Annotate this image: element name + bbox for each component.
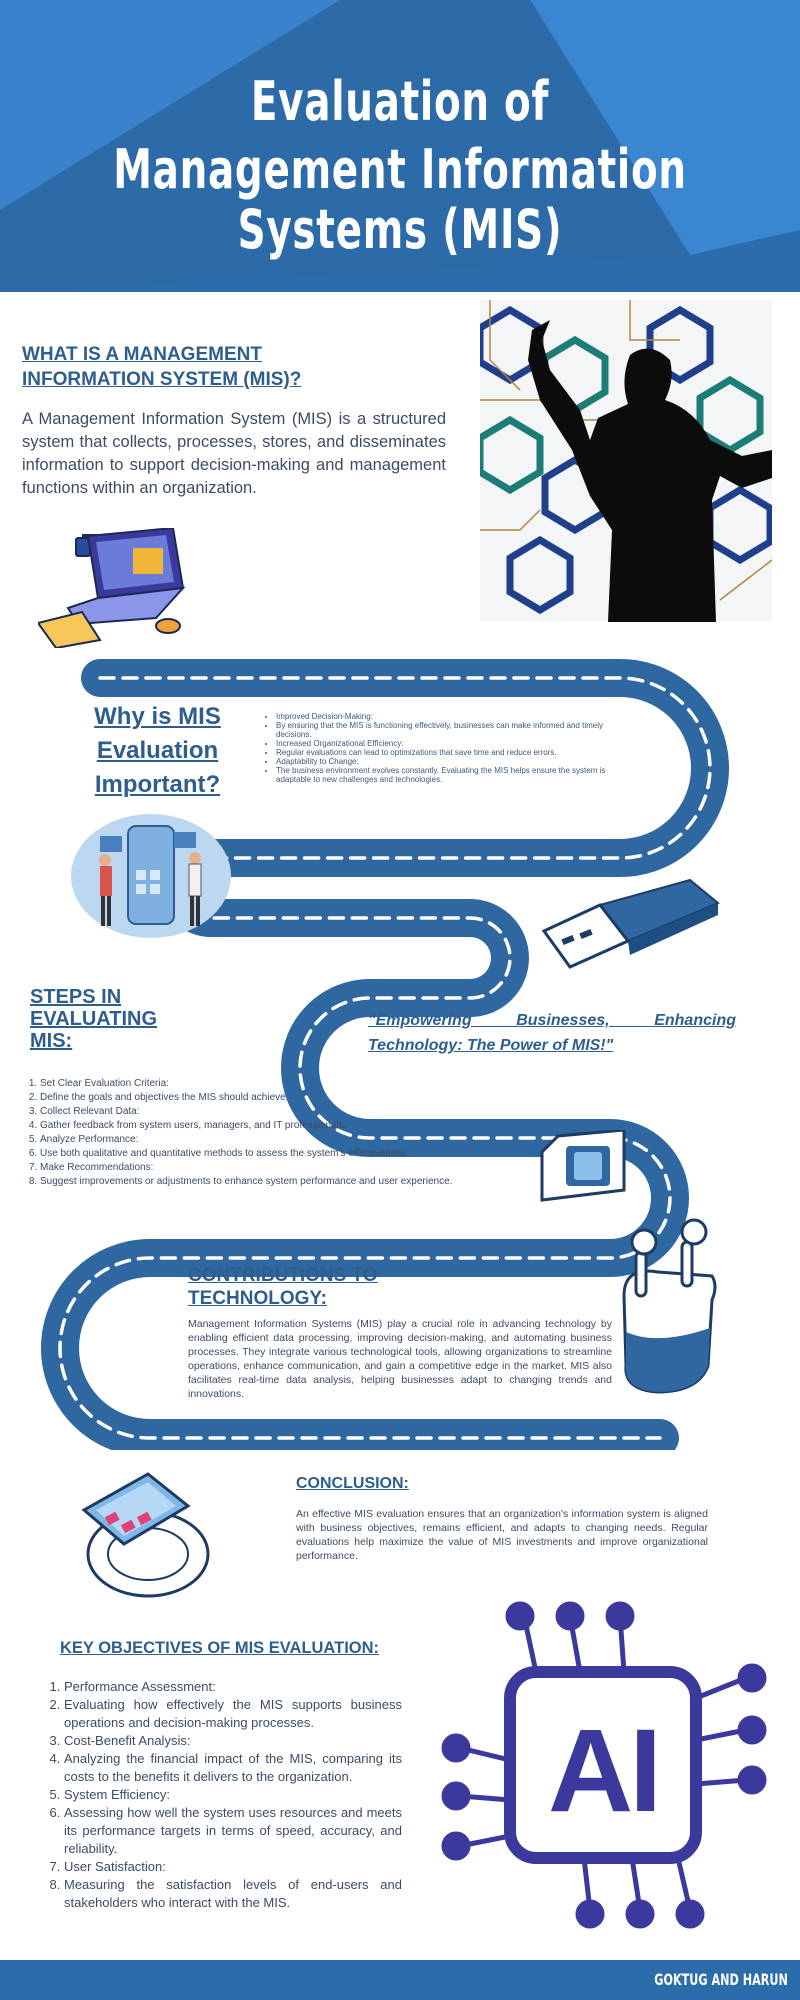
- winding-road: [41, 659, 729, 1450]
- objectives-list: Performance Assessment: Evaluating how e…: [44, 1678, 402, 1912]
- what-is-body: A Management Information System (MIS) is…: [22, 410, 446, 497]
- header-banner: Evaluation of Management Information Sys…: [0, 0, 800, 292]
- why-heading-line2: Evaluation: [96, 737, 219, 764]
- why-heading-line3: Important?: [94, 771, 221, 798]
- list-item: Make Recommendations:: [40, 1161, 458, 1175]
- list-item: Assessing how well the system uses resou…: [64, 1804, 402, 1858]
- what-is-heading-line2: INFORMATION SYSTEM (MIS)?: [22, 369, 302, 390]
- list-item: By ensuring that the MIS is functioning …: [276, 721, 606, 739]
- quote-line2: Technology: The Power of MIS!": [368, 1037, 614, 1054]
- why-heading-line1: Why is MIS: [94, 703, 221, 730]
- steps-heading: STEPS IN EVALUATING MIS:: [30, 986, 157, 1052]
- list-item: Analyze Performance:: [40, 1133, 458, 1147]
- contributions-heading: CONTRIBUTIONS TO TECHNOLOGY:: [188, 1264, 378, 1310]
- sim-card-illustration: [538, 1128, 628, 1202]
- list-item: Use both qualitative and quantitative me…: [40, 1147, 458, 1161]
- conclusion-body: An effective MIS evaluation ensures that…: [296, 1508, 708, 1562]
- list-item: Increased Organizational Efficiency:: [276, 739, 606, 748]
- footer-bar: GOKTUG AND HARUN: [0, 1960, 800, 2000]
- page-title-line2: Management Information Systems (MIS): [113, 138, 687, 261]
- list-item: Suggest improvements or adjustments to e…: [40, 1175, 458, 1189]
- smartwatch-illustration: [78, 1470, 213, 1600]
- contributions-heading-line2: TECHNOLOGY:: [188, 1288, 327, 1309]
- what-is-heading-line1: WHAT IS A MANAGEMENT: [22, 344, 262, 365]
- quote-text: "Empowering Businesses, Enhancing Techno…: [368, 1008, 736, 1058]
- footer-credit: GOKTUG AND HARUN: [654, 1970, 788, 1989]
- list-item: Cost-Benefit Analysis:: [64, 1732, 402, 1750]
- list-item: System Efficiency:: [64, 1786, 402, 1804]
- list-item: Performance Assessment:: [64, 1678, 402, 1696]
- list-item: Gather feedback from system users, manag…: [40, 1119, 458, 1133]
- list-item: Adaptability to Change:: [276, 757, 606, 766]
- steps-heading-line3: MIS:: [30, 1030, 73, 1052]
- conclusion-heading: CONCLUSION:: [296, 1475, 409, 1492]
- earbuds-illustration: [618, 1216, 718, 1406]
- laptop-illustration: [36, 526, 188, 650]
- contributions-body: Management Information Systems (MIS) pla…: [188, 1318, 612, 1400]
- list-item: Analyzing the financial impact of the MI…: [64, 1750, 402, 1786]
- list-item: Evaluating how effectively the MIS suppo…: [64, 1696, 402, 1732]
- what-is-heading: WHAT IS A MANAGEMENT INFORMATION SYSTEM …: [22, 342, 301, 392]
- steps-heading-line1: STEPS IN: [30, 986, 122, 1008]
- ai-chip-label: AI: [548, 1705, 662, 1837]
- list-item: Set Clear Evaluation Criteria:: [40, 1077, 458, 1091]
- list-item: The business environment evolves constan…: [276, 766, 606, 784]
- ai-chip-icon: AI: [440, 1600, 770, 1930]
- usb-drive-illustration: [540, 875, 720, 975]
- header-background: [0, 0, 800, 292]
- objectives-heading: KEY OBJECTIVES OF MIS EVALUATION:: [60, 1639, 380, 1657]
- list-item: Improved Decision-Making:: [276, 712, 606, 721]
- page-title-line1: Evaluation of: [250, 70, 550, 133]
- why-bullet-list: Improved Decision-Making: By ensuring th…: [264, 712, 606, 784]
- list-item: Regular evaluations can lead to optimiza…: [276, 748, 606, 757]
- steps-list: Set Clear Evaluation Criteria: Define th…: [20, 1077, 458, 1189]
- silhouette-hexagon-image: [476, 300, 774, 622]
- list-item: Collect Relevant Data:: [40, 1105, 458, 1119]
- list-item: Measuring the satisfaction levels of end…: [64, 1876, 402, 1912]
- people-phone-illustration: [70, 810, 232, 940]
- contributions-heading-line1: CONTRIBUTIONS TO: [188, 1265, 378, 1286]
- why-heading: Why is MIS Evaluation Important?: [70, 700, 245, 802]
- list-item: Define the goals and objectives the MIS …: [40, 1091, 458, 1105]
- quote-line1: "Empowering Businesses, Enhancing: [368, 1012, 736, 1029]
- steps-heading-line2: EVALUATING: [30, 1008, 158, 1030]
- list-item: User Satisfaction:: [64, 1858, 402, 1876]
